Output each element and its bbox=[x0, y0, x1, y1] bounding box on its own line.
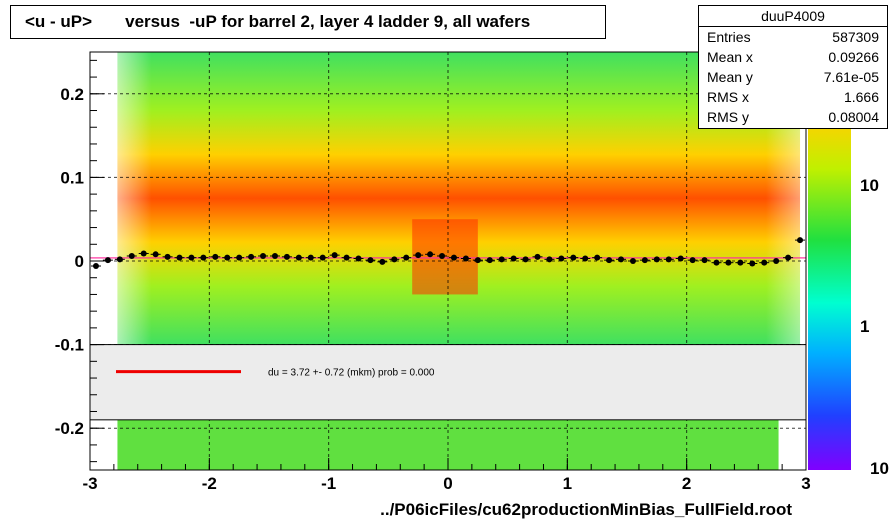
profile-point bbox=[331, 252, 338, 259]
stats-label: RMS y bbox=[707, 109, 749, 125]
profile-point bbox=[116, 256, 123, 263]
profile-point bbox=[462, 255, 469, 262]
stats-value: 1.666 bbox=[843, 89, 879, 105]
stats-row: Mean y 7.61e-05 bbox=[699, 67, 887, 87]
stats-row: RMS x 1.666 bbox=[699, 87, 887, 107]
profile-point bbox=[761, 259, 768, 266]
profile-point bbox=[629, 258, 636, 264]
profile-point bbox=[104, 257, 111, 264]
profile-point bbox=[498, 256, 505, 263]
profile-point bbox=[271, 252, 278, 259]
profile-point bbox=[522, 256, 529, 263]
stats-name: duuP4009 bbox=[699, 6, 887, 27]
profile-point bbox=[689, 257, 696, 264]
colorbar-label: 1 bbox=[860, 317, 869, 336]
profile-point bbox=[391, 256, 398, 263]
profile-point bbox=[546, 256, 553, 263]
profile-point bbox=[713, 259, 720, 266]
profile-point bbox=[582, 255, 589, 262]
x-tick-label: -2 bbox=[202, 474, 217, 493]
profile-point bbox=[486, 257, 493, 264]
colorbar-label: 10 bbox=[870, 459, 889, 478]
profile-point bbox=[355, 255, 362, 262]
profile-point bbox=[534, 253, 541, 260]
fit-legend-box bbox=[89, 344, 807, 421]
x-tick-label: 0 bbox=[443, 474, 452, 493]
profile-point bbox=[797, 237, 804, 244]
profile-point bbox=[450, 254, 457, 261]
axes: -3 -2 -1 0 1 2 3 -0.2 -0.1 0 0.1 0.2 bbox=[55, 51, 811, 493]
stats-row: RMS y 0.08004 bbox=[699, 107, 887, 127]
fit-legend-text: du = 3.72 +- 0.72 (mkm) prob = 0.000 bbox=[268, 368, 435, 379]
x-tick-label: 2 bbox=[682, 474, 691, 493]
x-tick-label: -1 bbox=[321, 474, 336, 493]
profile-point bbox=[570, 254, 577, 261]
profile-point bbox=[606, 257, 613, 264]
profile-point bbox=[295, 254, 302, 261]
profile-point bbox=[92, 263, 99, 270]
profile-point bbox=[701, 257, 708, 264]
profile-point bbox=[594, 254, 601, 261]
x-tick-label: -3 bbox=[82, 474, 97, 493]
profile-point bbox=[236, 254, 243, 261]
profile-point bbox=[128, 252, 135, 259]
stats-row: Mean x 0.09266 bbox=[699, 47, 887, 67]
profile-point bbox=[439, 252, 446, 259]
stats-label: RMS x bbox=[707, 89, 749, 105]
stats-label: Mean y bbox=[707, 69, 753, 85]
profile-point bbox=[403, 254, 410, 261]
x-axis-caption: ../P06icFiles/cu62productionMinBias_Full… bbox=[380, 500, 792, 519]
profile-point bbox=[283, 253, 290, 260]
x-tick-label: 1 bbox=[563, 474, 572, 493]
profile-point bbox=[618, 256, 625, 263]
profile-point bbox=[725, 259, 732, 266]
stats-value: 587309 bbox=[832, 29, 879, 45]
profile-point bbox=[737, 259, 744, 266]
stats-row: Entries 587309 bbox=[699, 27, 887, 47]
profile-point bbox=[749, 260, 756, 267]
stats-value: 0.08004 bbox=[828, 109, 879, 125]
profile-point bbox=[140, 250, 147, 257]
profile-point bbox=[474, 257, 481, 264]
profile-point bbox=[653, 256, 660, 263]
profile-point bbox=[677, 255, 684, 262]
y-tick-label: 0 bbox=[75, 252, 84, 271]
profile-point bbox=[212, 253, 219, 260]
profile-point bbox=[379, 258, 386, 265]
profile-point bbox=[188, 254, 195, 261]
profile-point bbox=[773, 258, 780, 264]
profile-point bbox=[224, 254, 231, 261]
colorbar-label: 10 bbox=[860, 176, 879, 195]
profile-point bbox=[641, 257, 648, 264]
profile-point bbox=[427, 251, 434, 258]
profile-point bbox=[558, 255, 565, 262]
chart-title: <u - uP> versus -uP for barrel 2, layer … bbox=[10, 5, 606, 39]
stats-value: 0.09266 bbox=[828, 49, 879, 65]
profile-point bbox=[260, 252, 267, 259]
stats-box: duuP4009 Entries 587309 Mean x 0.09266 Mea… bbox=[698, 5, 888, 129]
y-tick-label: 0.2 bbox=[60, 85, 84, 104]
profile-point bbox=[152, 251, 159, 258]
y-tick-label: -0.1 bbox=[55, 336, 84, 355]
profile-point bbox=[319, 254, 326, 261]
stats-label: Mean x bbox=[707, 49, 753, 65]
profile-point bbox=[164, 253, 171, 260]
y-tick-label: 0.1 bbox=[60, 168, 84, 187]
profile-point bbox=[367, 257, 374, 264]
profile-point bbox=[510, 255, 517, 262]
y-tick-label: -0.2 bbox=[55, 419, 84, 438]
profile-point bbox=[176, 254, 183, 261]
stats-label: Entries bbox=[707, 29, 751, 45]
profile-point bbox=[343, 254, 350, 261]
profile-point bbox=[200, 254, 207, 261]
profile-point bbox=[785, 254, 792, 261]
stats-value: 7.61e-05 bbox=[823, 69, 879, 85]
x-tick-label: 3 bbox=[801, 474, 810, 493]
plot-area: du = 3.72 +- 0.72 (mkm) prob = 0.000 bbox=[89, 52, 807, 470]
profile-point bbox=[665, 256, 672, 263]
profile-point bbox=[307, 254, 314, 261]
profile-point bbox=[415, 252, 422, 259]
profile-point bbox=[248, 253, 255, 260]
